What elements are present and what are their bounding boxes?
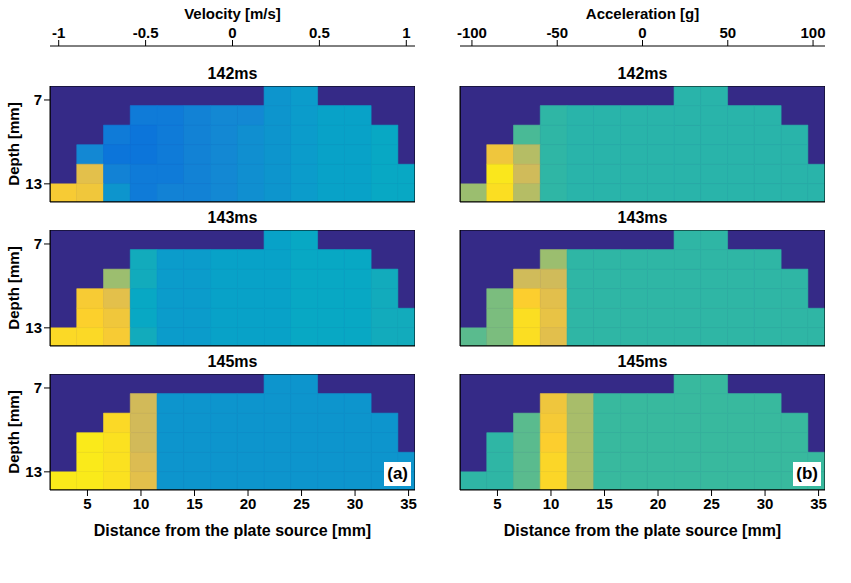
svg-text:7: 7 — [34, 91, 42, 108]
svg-text:13: 13 — [25, 463, 42, 480]
html-text:143ms: 143ms — [617, 209, 668, 226]
svg-text:13: 13 — [25, 319, 42, 336]
svg-text:10: 10 — [133, 495, 150, 512]
svg-text:-0.5: -0.5 — [133, 24, 159, 41]
html-text:143ms: 143ms — [207, 209, 258, 226]
html-text:145ms: 145ms — [617, 353, 668, 370]
svg-text:1: 1 — [402, 24, 410, 41]
svg-text:13: 13 — [25, 175, 42, 192]
html-text:145ms: 145ms — [207, 353, 258, 370]
svg-text:0: 0 — [638, 24, 646, 41]
svg-text:Depth [mm]: Depth [mm] — [5, 390, 22, 473]
svg-text:35: 35 — [810, 495, 827, 512]
svg-text:7: 7 — [34, 235, 42, 252]
svg-text:30: 30 — [757, 495, 774, 512]
svg-text:Distance from the plate source: Distance from the plate source [mm] — [94, 522, 371, 539]
svg-text:25: 25 — [703, 495, 720, 512]
svg-text:35: 35 — [400, 495, 417, 512]
svg-text:50: 50 — [719, 24, 736, 41]
svg-text:15: 15 — [186, 495, 203, 512]
svg-text:5: 5 — [83, 495, 91, 512]
html-text:142ms: 142ms — [617, 65, 668, 82]
html-text:Velocity [m/s]: Velocity [m/s] — [184, 5, 281, 22]
svg-text:10: 10 — [543, 495, 560, 512]
svg-text:15: 15 — [596, 495, 613, 512]
svg-text:Depth [mm]: Depth [mm] — [5, 246, 22, 329]
svg-text:-1: -1 — [52, 24, 65, 41]
svg-text:0.5: 0.5 — [309, 24, 330, 41]
svg-text:Distance from the plate source: Distance from the plate source [mm] — [504, 522, 781, 539]
svg-text:-50: -50 — [546, 24, 568, 41]
html-text:142ms: 142ms — [207, 65, 258, 82]
svg-text:20: 20 — [240, 495, 257, 512]
svg-text:100: 100 — [801, 24, 826, 41]
svg-text:-100: -100 — [457, 24, 487, 41]
svg-text:20: 20 — [650, 495, 667, 512]
svg-text:7: 7 — [34, 379, 42, 396]
html-text:(b): (b) — [796, 464, 818, 483]
svg-text:5: 5 — [493, 495, 501, 512]
html-text:(a): (a) — [387, 464, 408, 483]
svg-text:0: 0 — [228, 24, 236, 41]
html-text:Acceleration [g]: Acceleration [g] — [585, 5, 700, 22]
svg-text:30: 30 — [347, 495, 364, 512]
svg-text:Depth [mm]: Depth [mm] — [5, 102, 22, 185]
svg-text:25: 25 — [293, 495, 310, 512]
